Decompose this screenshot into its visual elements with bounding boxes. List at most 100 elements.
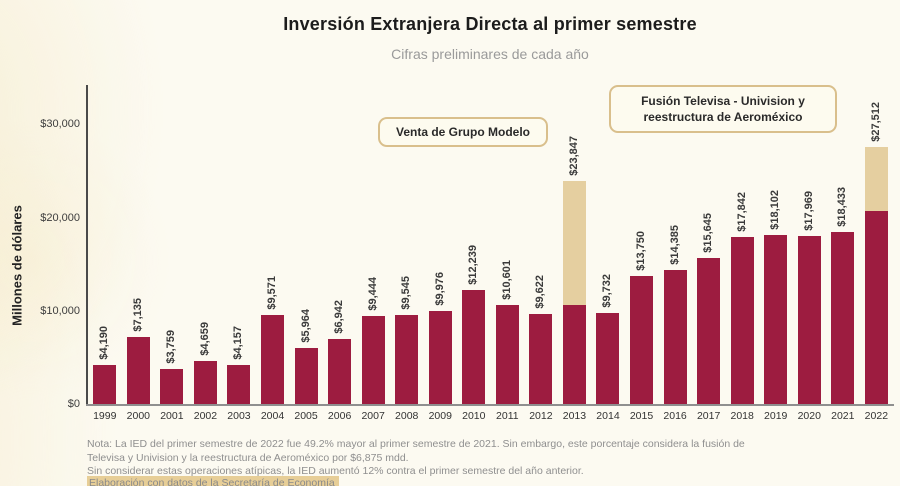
bar-segment-base <box>328 339 352 404</box>
bar-segment-atypical <box>562 181 586 305</box>
bar-slot-2011: $10,601 <box>491 85 525 404</box>
bar-value-label: $17,969 <box>802 191 815 231</box>
year-label-2008: 2008 <box>395 410 419 422</box>
bar-value-label: $3,759 <box>165 330 178 364</box>
bar-value-label: $14,385 <box>668 225 681 265</box>
footnote-line-1: Nota: La IED del primer semestre de 2022… <box>87 438 745 450</box>
bar-2010 <box>462 290 486 404</box>
bar-2005 <box>294 348 318 404</box>
bar-slot-2008: $9,545 <box>390 85 424 404</box>
bar-value-label: $9,622 <box>534 275 547 309</box>
annotation-line-1: Fusión Televisa - Univision y <box>641 94 805 108</box>
year-label-2005: 2005 <box>294 410 318 422</box>
bar-value-label: $5,964 <box>299 309 312 343</box>
source-attribution: Elaboración con datos de la Secretaría d… <box>87 476 339 486</box>
bar-segment-base <box>630 276 654 404</box>
bar-slot-2004: $9,571 <box>256 85 290 404</box>
bar-2002 <box>193 361 217 404</box>
bar-2018 <box>730 237 754 404</box>
footnote-line-3: Sin considerar estas operaciones atípica… <box>87 465 584 477</box>
annotation-line-2: reestructura de Aeroméxico <box>643 110 803 124</box>
year-label-2001: 2001 <box>160 410 184 422</box>
bar-slot-2020: $17,969 <box>792 85 826 404</box>
bar-segment-base <box>261 315 284 404</box>
annotation-text: Venta de Grupo Modelo <box>395 125 530 139</box>
bar-2021 <box>831 232 855 404</box>
bar-segment-base <box>730 237 754 404</box>
bar-segment-base <box>227 365 251 404</box>
bar-2011 <box>495 305 519 404</box>
bar-slot-2003: $4,157 <box>222 85 256 404</box>
bar-slot-2018: $17,842 <box>725 85 759 404</box>
footnote-line-2: Televisa y Univision y la reestructura d… <box>87 451 409 464</box>
bar-2013 <box>562 181 586 404</box>
bar-slot-2009: $9,976 <box>423 85 457 404</box>
year-label-2020: 2020 <box>797 410 821 422</box>
bar-slot-2022: $27,512 <box>860 85 894 404</box>
year-label-2009: 2009 <box>428 410 452 422</box>
year-label-2018: 2018 <box>730 410 754 422</box>
year-label-2021: 2021 <box>831 410 855 422</box>
year-label-1999: 1999 <box>93 410 117 422</box>
bar-2019 <box>764 235 788 404</box>
bar-slot-2012: $9,622 <box>524 85 558 404</box>
y-tick-20000: $20,000 <box>40 212 80 224</box>
bar-slot-2013: $23,847 <box>558 85 592 404</box>
bar-2004 <box>261 315 284 404</box>
bar-segment-atypical <box>864 147 888 211</box>
bar-value-label: $9,444 <box>366 277 379 311</box>
bar-segment-base <box>462 290 486 404</box>
year-label-2012: 2012 <box>529 410 553 422</box>
bar-2008 <box>395 315 419 404</box>
bar-segment-base <box>428 311 452 404</box>
year-label-2010: 2010 <box>462 410 486 422</box>
bar-segment-base <box>126 337 150 404</box>
bar-value-label: $23,847 <box>567 136 580 176</box>
bar-2006 <box>328 339 352 404</box>
year-label-2004: 2004 <box>260 410 285 422</box>
y-tick-0: $0 <box>67 398 80 410</box>
annotation-fusion-televisa: Fusión Televisa - Univision y reestructu… <box>609 85 837 133</box>
year-label-2014: 2014 <box>596 410 620 422</box>
year-label-2022: 2022 <box>864 410 889 422</box>
bar-slot-2016: $14,385 <box>658 85 692 404</box>
bar-2003 <box>227 365 251 404</box>
x-axis-year-labels: 1999 2000 2001 2002 2003 2004 2005 2006 2007 2008… <box>88 410 893 422</box>
year-label-2007: 2007 <box>361 410 385 422</box>
bar-2012 <box>529 314 553 404</box>
chart-title: Inversión Extranjera Directa al primer s… <box>283 14 697 34</box>
bar-value-label: $6,942 <box>333 300 346 334</box>
bar-segment-base <box>294 348 318 404</box>
bar-segment-base <box>361 316 385 404</box>
bar-segment-base <box>562 305 586 404</box>
bar-segment-base <box>193 361 217 404</box>
bar-2001 <box>160 369 184 404</box>
bar-segment-base <box>797 236 821 404</box>
annotation-text: Fusión Televisa - Univision y reestructu… <box>641 93 805 125</box>
bar-slot-2005: $5,964 <box>289 85 323 404</box>
x-axis-line <box>86 404 894 406</box>
bar-2015 <box>630 276 654 404</box>
bar-2000 <box>126 337 150 404</box>
bar-value-label: $12,239 <box>467 245 480 285</box>
bar-segment-base <box>529 314 553 404</box>
bar-value-label: $15,645 <box>702 213 715 253</box>
bar-segment-base <box>697 258 721 404</box>
bar-segment-base <box>495 305 519 404</box>
bar-value-label: $9,545 <box>400 276 413 310</box>
bar-segment-base <box>764 235 788 404</box>
bar-value-label: $9,571 <box>266 276 278 310</box>
bar-slot-2010: $12,239 <box>457 85 491 404</box>
year-label-2016: 2016 <box>663 410 687 422</box>
bar-value-label: $7,135 <box>131 298 144 332</box>
year-label-2006: 2006 <box>327 410 352 422</box>
bar-2016 <box>663 270 687 404</box>
year-label-2003: 2003 <box>227 410 251 422</box>
bar-value-label: $17,842 <box>735 192 748 232</box>
bar-segment-base <box>831 232 855 404</box>
bar-slot-1999: $4,190 <box>88 85 122 404</box>
year-label-2002: 2002 <box>193 410 218 422</box>
bar-slot-2019: $18,102 <box>759 85 793 404</box>
bar-value-label: $4,190 <box>98 326 111 360</box>
